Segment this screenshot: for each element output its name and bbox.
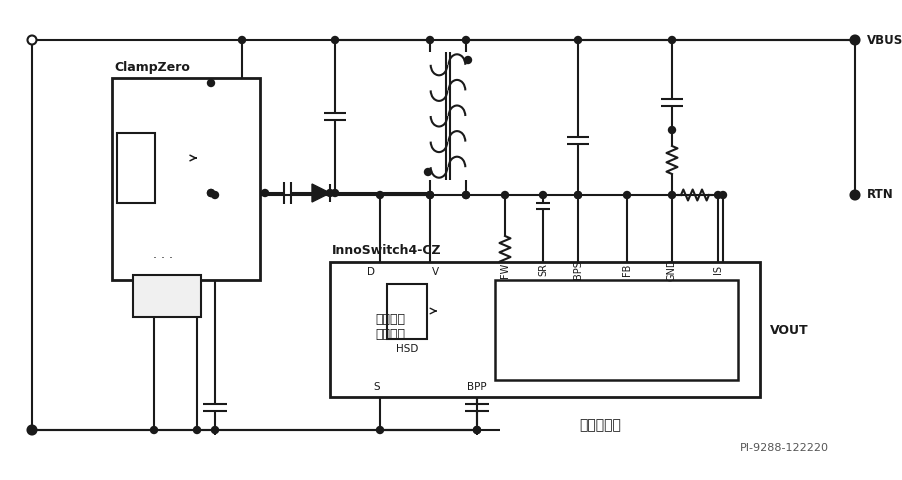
Text: 初级开关
及控制器: 初级开关 及控制器 (374, 313, 405, 341)
Text: VOUT: VOUT (769, 324, 807, 336)
Bar (329, 262, 759, 397)
Circle shape (238, 36, 245, 44)
Circle shape (574, 36, 581, 44)
Circle shape (211, 192, 218, 199)
Circle shape (27, 425, 36, 434)
Circle shape (667, 192, 675, 199)
Circle shape (473, 427, 480, 433)
Circle shape (207, 80, 215, 86)
Circle shape (851, 36, 858, 44)
Circle shape (207, 190, 215, 196)
Circle shape (376, 192, 383, 199)
Bar (494, 280, 737, 380)
Circle shape (426, 192, 433, 199)
Text: VBUS: VBUS (866, 34, 902, 47)
Circle shape (462, 192, 469, 199)
Text: V: V (431, 267, 438, 277)
Circle shape (713, 192, 721, 199)
Text: · · ·: · · · (152, 252, 173, 264)
Circle shape (622, 192, 630, 199)
Circle shape (426, 192, 433, 199)
Text: D: D (366, 267, 374, 277)
Circle shape (424, 168, 431, 176)
Bar (387, 284, 427, 339)
Text: BPP: BPP (466, 382, 486, 392)
Circle shape (719, 192, 726, 199)
Circle shape (193, 427, 200, 433)
Text: FB: FB (621, 264, 631, 276)
Circle shape (327, 190, 333, 196)
Text: IS: IS (713, 265, 723, 275)
Polygon shape (312, 184, 329, 202)
Circle shape (331, 190, 338, 196)
Circle shape (574, 192, 581, 199)
Circle shape (462, 192, 469, 199)
Text: HSD: HSD (395, 344, 418, 354)
Text: GND: GND (667, 259, 676, 281)
Circle shape (262, 190, 268, 196)
Circle shape (211, 427, 218, 433)
Bar (112, 78, 260, 280)
Circle shape (207, 190, 215, 196)
Text: FW: FW (500, 263, 510, 277)
Text: 次级偃控制: 次级偃控制 (578, 418, 621, 432)
Circle shape (376, 427, 383, 433)
Circle shape (501, 192, 508, 199)
Text: S: S (373, 382, 380, 392)
Circle shape (426, 36, 433, 44)
Text: PI-9288-122220: PI-9288-122220 (739, 443, 828, 453)
Bar (133, 275, 201, 317)
Circle shape (667, 127, 675, 133)
Circle shape (29, 427, 35, 433)
Text: BPS: BPS (573, 261, 583, 279)
Circle shape (850, 36, 859, 45)
Text: InnoSwitch4-CZ: InnoSwitch4-CZ (332, 244, 441, 257)
Circle shape (538, 192, 546, 199)
Circle shape (331, 36, 338, 44)
Circle shape (151, 427, 157, 433)
Circle shape (667, 36, 675, 44)
Circle shape (574, 192, 581, 199)
Circle shape (27, 36, 36, 45)
Text: RTN: RTN (866, 189, 893, 202)
Text: SR: SR (538, 264, 548, 276)
Text: ClampZero: ClampZero (114, 60, 189, 73)
Circle shape (850, 191, 859, 200)
Bar (117, 133, 155, 203)
Circle shape (473, 427, 480, 433)
Circle shape (851, 192, 858, 199)
Circle shape (462, 36, 469, 44)
Circle shape (464, 57, 471, 63)
